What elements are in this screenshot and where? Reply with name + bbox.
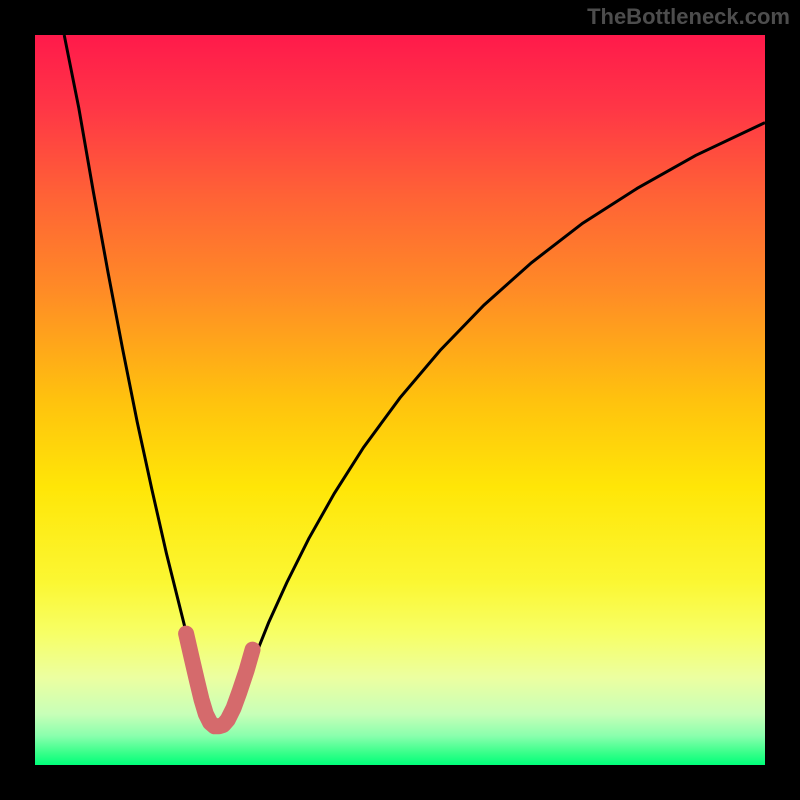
watermark-text: TheBottleneck.com — [587, 4, 790, 30]
bottom-highlight-path — [186, 634, 252, 727]
bottleneck-curve — [35, 35, 765, 765]
plot-area — [35, 35, 765, 765]
main-curve-path — [64, 35, 765, 729]
